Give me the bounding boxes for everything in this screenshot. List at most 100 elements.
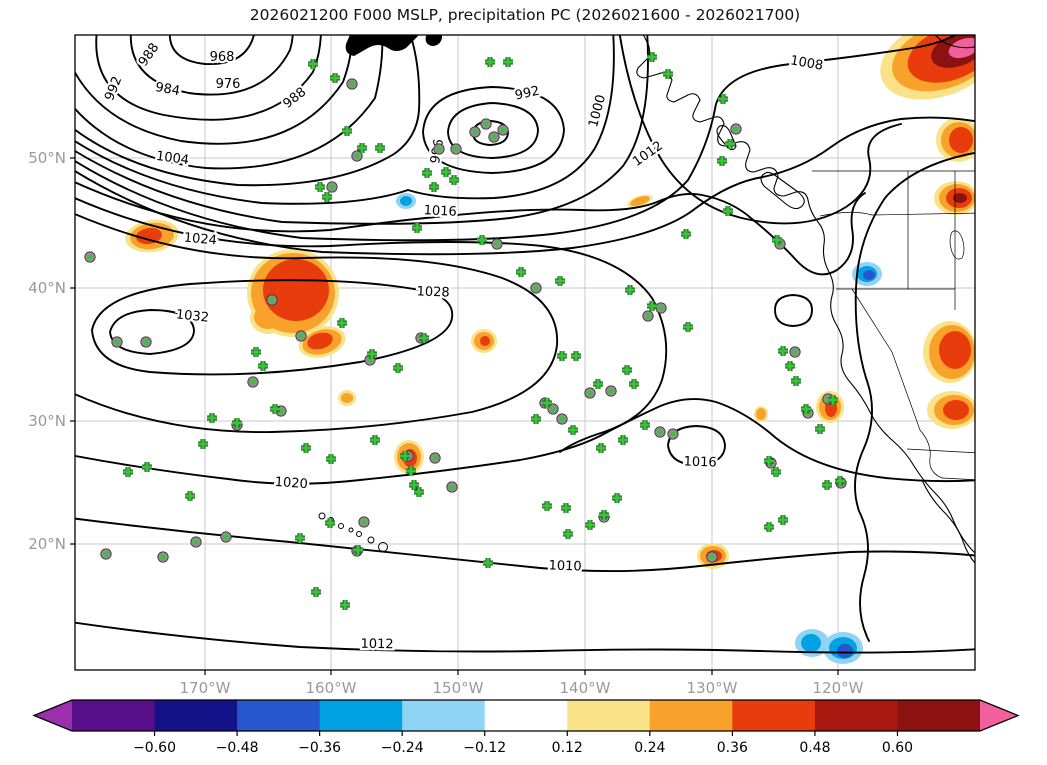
x-axis-tick-label: 120°W	[813, 679, 864, 697]
station-plus-marker	[315, 182, 325, 192]
station-circle-marker	[84, 251, 96, 263]
x-axis-tick-label: 170°W	[180, 679, 231, 697]
station-plus-marker	[326, 454, 336, 464]
isobar-label: 984	[154, 80, 181, 99]
isobar-label: 1010	[548, 558, 582, 574]
isobar-968	[168, 35, 255, 65]
colorbar-tick-label: 0.36	[717, 740, 748, 756]
precip-patch	[480, 336, 490, 346]
isobar-contours	[75, 35, 975, 654]
station-plus-marker	[778, 515, 788, 525]
station-circle-marker	[469, 126, 481, 138]
station-plus-marker	[198, 439, 208, 449]
station-plus-marker	[370, 435, 380, 445]
grid-lines	[75, 35, 975, 670]
isobar-1012	[75, 621, 975, 654]
colorbar-under-arrow	[34, 700, 72, 731]
precip-patch	[136, 227, 162, 245]
colorbar-tick-label: −0.48	[216, 740, 259, 756]
isobar-1012	[618, 35, 902, 225]
x-axis-tick-label: 160°W	[306, 679, 357, 697]
station-circle-marker	[140, 336, 152, 348]
station-plus-marker	[835, 476, 845, 486]
station-circle-marker	[584, 387, 596, 399]
station-plus-marker	[723, 206, 733, 216]
island-outline	[356, 531, 362, 537]
station-plus-marker	[422, 168, 432, 178]
station-circle-marker	[247, 376, 259, 388]
precip-patch	[837, 644, 853, 658]
island-landmass	[345, 35, 419, 56]
isobar-1016	[854, 151, 975, 642]
isobar-1010	[75, 517, 975, 573]
precip-patch	[630, 196, 650, 206]
isobar-label: 1004	[155, 149, 190, 168]
station-circle-marker	[530, 282, 542, 294]
precip-patch	[263, 259, 329, 321]
precip-patch	[949, 127, 973, 153]
colorbar-tick-label: −0.12	[463, 740, 506, 756]
station-plus-marker	[599, 510, 609, 520]
station-circle-marker	[480, 118, 492, 130]
station-circle-marker	[706, 551, 718, 563]
state-border-path	[851, 288, 921, 431]
isobar-label: 976	[216, 77, 241, 92]
station-plus-marker	[764, 522, 774, 532]
station-plus-marker	[561, 503, 571, 513]
isobar-1020	[75, 398, 975, 485]
station-plus-marker	[647, 301, 657, 311]
isobar-996	[75, 35, 421, 187]
station-circle-marker	[266, 294, 278, 306]
station-circle-marker	[446, 481, 458, 493]
island-outline	[348, 527, 354, 533]
precip-patch	[801, 634, 821, 652]
coastline-path	[934, 35, 975, 49]
station-plus-marker	[815, 424, 825, 434]
station-plus-marker	[340, 600, 350, 610]
station-plus-marker	[270, 404, 280, 414]
state-border-path	[906, 448, 975, 454]
station-plus-marker	[585, 520, 595, 530]
colorbar-segment	[72, 700, 156, 731]
isobar-1032	[109, 309, 195, 355]
colorbar-tick-label: −0.24	[381, 740, 424, 756]
station-plus-marker	[295, 533, 305, 543]
station-plus-marker	[185, 491, 195, 501]
station-plus-marker	[622, 365, 632, 375]
x-axis-tick-label: 130°W	[687, 679, 738, 697]
station-plus-marker	[822, 480, 832, 490]
station-plus-marker	[400, 451, 410, 461]
station-plus-marker	[725, 139, 735, 149]
isobar-1028	[91, 279, 454, 376]
colorbar-segment	[319, 700, 403, 731]
station-plus-marker	[542, 398, 552, 408]
station-plus-marker	[375, 143, 385, 153]
station-circle-marker	[111, 336, 123, 348]
station-plus-marker	[357, 143, 367, 153]
station-circle-marker	[100, 548, 112, 560]
isobar-996	[422, 86, 565, 174]
island-outline	[367, 536, 375, 544]
station-plus-marker	[414, 487, 424, 497]
station-plus-marker	[568, 425, 578, 435]
station-plus-marker	[555, 276, 565, 286]
coastline-path	[760, 171, 805, 210]
station-circle-marker	[488, 131, 500, 143]
station-plus-marker	[771, 467, 781, 477]
colorbar-segment	[814, 700, 899, 731]
station-markers	[84, 52, 847, 610]
isobar-1000	[75, 35, 615, 205]
station-circle-marker	[497, 124, 509, 136]
chart-title: 2026021200 F000 MSLP, precipitation PC (…	[250, 6, 800, 24]
station-plus-marker	[718, 94, 728, 104]
station-plus-marker	[301, 443, 311, 453]
colorbar: −0.60 −0.48 −0.36 −0.24 −0.12 0.12 0.24 0.36 0.4…	[32, 699, 1020, 756]
station-plus-marker	[308, 59, 318, 69]
colorbar-segment	[154, 700, 238, 731]
station-circle-marker	[358, 516, 370, 528]
station-plus-marker	[393, 363, 403, 373]
station-plus-marker	[785, 361, 795, 371]
station-plus-marker	[409, 480, 419, 490]
